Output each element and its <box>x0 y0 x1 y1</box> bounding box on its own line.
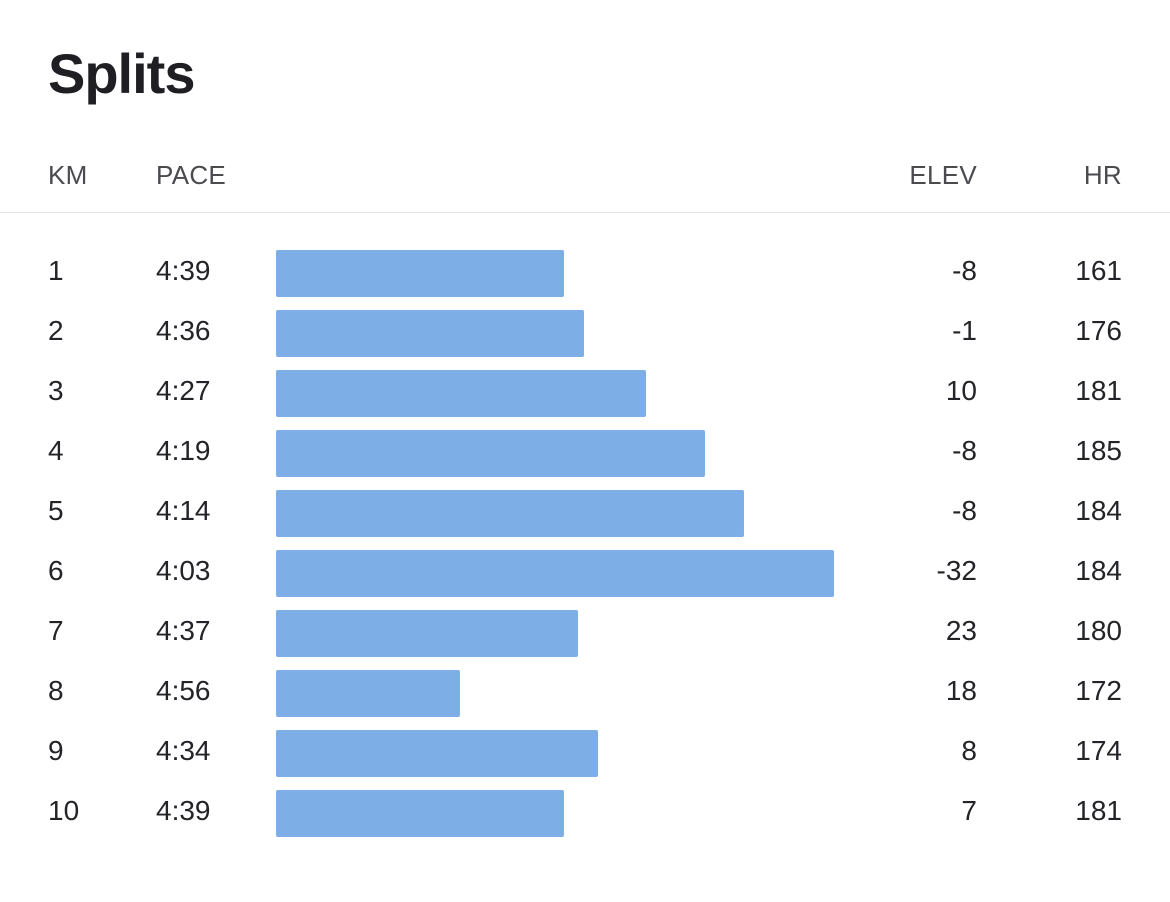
table-row: 10 4:39 7 181 <box>0 784 1170 844</box>
split-elevation: 23 <box>945 615 977 646</box>
table-row: 5 4:14 -8 184 <box>0 484 1170 544</box>
table-row: 6 4:03 -32 184 <box>0 544 1170 604</box>
split-km: 5 <box>48 495 64 526</box>
split-heart-rate: 180 <box>1075 615 1122 646</box>
split-km: 4 <box>48 435 64 466</box>
split-pace: 4:03 <box>156 555 211 586</box>
split-elevation: 10 <box>945 375 977 406</box>
table-row: 8 4:56 18 172 <box>0 664 1170 724</box>
table-row: 2 4:36 -1 176 <box>0 304 1170 364</box>
pace-bar <box>276 250 564 297</box>
pace-bar <box>276 550 834 597</box>
table-row: 9 4:34 8 174 <box>0 724 1170 784</box>
split-pace: 4:19 <box>156 435 211 466</box>
split-km: 6 <box>48 555 64 586</box>
split-heart-rate: 176 <box>1075 315 1122 346</box>
split-pace: 4:37 <box>156 615 211 646</box>
split-elevation: 7 <box>961 795 977 826</box>
table-header: KM PACE ELEV HR <box>0 150 1170 213</box>
split-elevation: -8 <box>952 495 977 526</box>
split-elevation: 18 <box>945 675 977 706</box>
split-km: 7 <box>48 615 64 646</box>
pace-bar <box>276 370 646 417</box>
split-km: 3 <box>48 375 64 406</box>
pace-bar <box>276 310 584 357</box>
column-header-km: KM <box>48 160 88 190</box>
column-header-pace: PACE <box>156 160 227 190</box>
split-pace: 4:39 <box>156 795 211 826</box>
split-pace: 4:34 <box>156 735 211 766</box>
pace-bar <box>276 610 578 657</box>
split-km: 2 <box>48 315 64 346</box>
split-km: 1 <box>48 255 64 286</box>
split-heart-rate: 181 <box>1075 795 1122 826</box>
split-km: 8 <box>48 675 64 706</box>
column-header-elev: ELEV <box>909 160 977 190</box>
split-km: 9 <box>48 735 64 766</box>
split-heart-rate: 172 <box>1075 675 1122 706</box>
split-elevation: -8 <box>952 255 977 286</box>
split-km: 10 <box>48 795 80 826</box>
table-row: 7 4:37 23 180 <box>0 604 1170 664</box>
page-title: Splits <box>48 42 195 105</box>
split-pace: 4:39 <box>156 255 211 286</box>
table-row: 4 4:19 -8 185 <box>0 424 1170 484</box>
split-elevation: 8 <box>961 735 977 766</box>
split-heart-rate: 184 <box>1075 555 1122 586</box>
split-heart-rate: 174 <box>1075 735 1122 766</box>
pace-bar <box>276 430 705 477</box>
split-elevation: -32 <box>936 555 977 586</box>
split-heart-rate: 161 <box>1075 255 1122 286</box>
split-heart-rate: 185 <box>1075 435 1122 466</box>
pace-bar <box>276 490 744 537</box>
split-pace: 4:36 <box>156 315 211 346</box>
table-row: 1 4:39 -8 161 <box>0 244 1170 304</box>
split-elevation: -1 <box>952 315 977 346</box>
split-heart-rate: 184 <box>1075 495 1122 526</box>
pace-bar <box>276 730 598 777</box>
split-pace: 4:27 <box>156 375 211 406</box>
split-pace: 4:56 <box>156 675 211 706</box>
table-row: 3 4:27 10 181 <box>0 364 1170 424</box>
split-elevation: -8 <box>952 435 977 466</box>
column-header-hr: HR <box>1083 160 1122 190</box>
pace-bar <box>276 790 564 837</box>
split-heart-rate: 181 <box>1075 375 1122 406</box>
split-pace: 4:14 <box>156 495 211 526</box>
pace-bar <box>276 670 460 717</box>
